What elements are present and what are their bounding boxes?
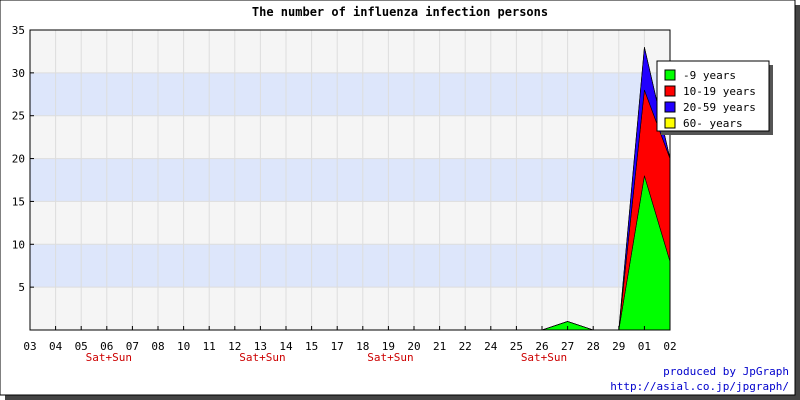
x-tick-label: 14 <box>279 340 293 353</box>
weekend-label: Sat+Sun <box>521 351 567 364</box>
background-bands <box>30 30 670 330</box>
x-tick-label: 05 <box>75 340 88 353</box>
weekend-label: Sat+Sun <box>239 351 285 364</box>
legend-label: 10-19 years <box>683 85 756 98</box>
y-tick-label: 10 <box>12 238 25 251</box>
x-tick-label: 11 <box>203 340 216 353</box>
y-tick-label: 25 <box>12 110 25 123</box>
legend-box <box>656 60 770 132</box>
y-tick-label: 35 <box>12 24 25 37</box>
x-tick-label: 04 <box>49 340 63 353</box>
y-tick-label: 5 <box>18 281 25 294</box>
x-tick-label: 08 <box>151 340 164 353</box>
plot-border <box>29 29 671 331</box>
grid-band <box>30 158 670 202</box>
x-tick-label: 26 <box>535 340 548 353</box>
x-tick-label: 15 <box>305 340 318 353</box>
x-tick-label: 03 <box>23 340 36 353</box>
grid-lines <box>30 29 670 330</box>
x-tick-label: 07 <box>126 340 139 353</box>
y-axis: 5 10 15 20 25 30 35 <box>12 24 34 294</box>
footer-produced-by: produced by JpGraph <box>663 365 789 378</box>
x-tick-label: 29 <box>612 340 625 353</box>
x-tick-label: 20 <box>407 340 420 353</box>
x-tick-label: 25 <box>510 340 523 353</box>
legend-swatch <box>664 85 676 97</box>
y-tick-label: 15 <box>12 195 25 208</box>
grid-band <box>30 201 670 245</box>
footer-url[interactable]: http://asial.co.jp/jpgraph/ <box>610 380 789 393</box>
x-tick-label: 12 <box>228 340 241 353</box>
grid-band <box>30 72 670 116</box>
x-tick-label: 10 <box>177 340 190 353</box>
x-tick-label: 28 <box>587 340 600 353</box>
x-tick-label: 24 <box>484 340 498 353</box>
weekend-label: Sat+Sun <box>86 351 132 364</box>
y-tick-label: 30 <box>12 67 25 80</box>
legend-label: 20-59 years <box>683 101 756 114</box>
x-tick-label: 02 <box>663 340 676 353</box>
legend-label: 60- years <box>683 117 743 130</box>
x-tick-label: 21 <box>433 340 446 353</box>
x-tick-label: 01 <box>638 340 651 353</box>
y-tick-label: 20 <box>12 153 25 166</box>
legend-swatch <box>664 117 676 129</box>
x-tick-label: 17 <box>331 340 344 353</box>
legend-swatch <box>664 101 676 113</box>
x-tick-label: 06 <box>100 340 113 353</box>
grid-band <box>30 115 670 159</box>
x-tick-label: 18 <box>356 340 369 353</box>
x-tick-label: 22 <box>459 340 472 353</box>
x-tick-label: 27 <box>561 340 574 353</box>
legend: -9 years 10-19 years 20-59 years 60- years <box>656 60 773 135</box>
x-tick-label: 13 <box>254 340 267 353</box>
legend-swatch <box>664 69 676 81</box>
weekend-label: Sat+Sun <box>367 351 413 364</box>
grid-band <box>30 30 670 73</box>
grid-band <box>30 244 670 288</box>
x-tick-label: 19 <box>382 340 395 353</box>
legend-label: -9 years <box>683 69 736 82</box>
chart-title: The number of influenza infection person… <box>252 5 548 19</box>
